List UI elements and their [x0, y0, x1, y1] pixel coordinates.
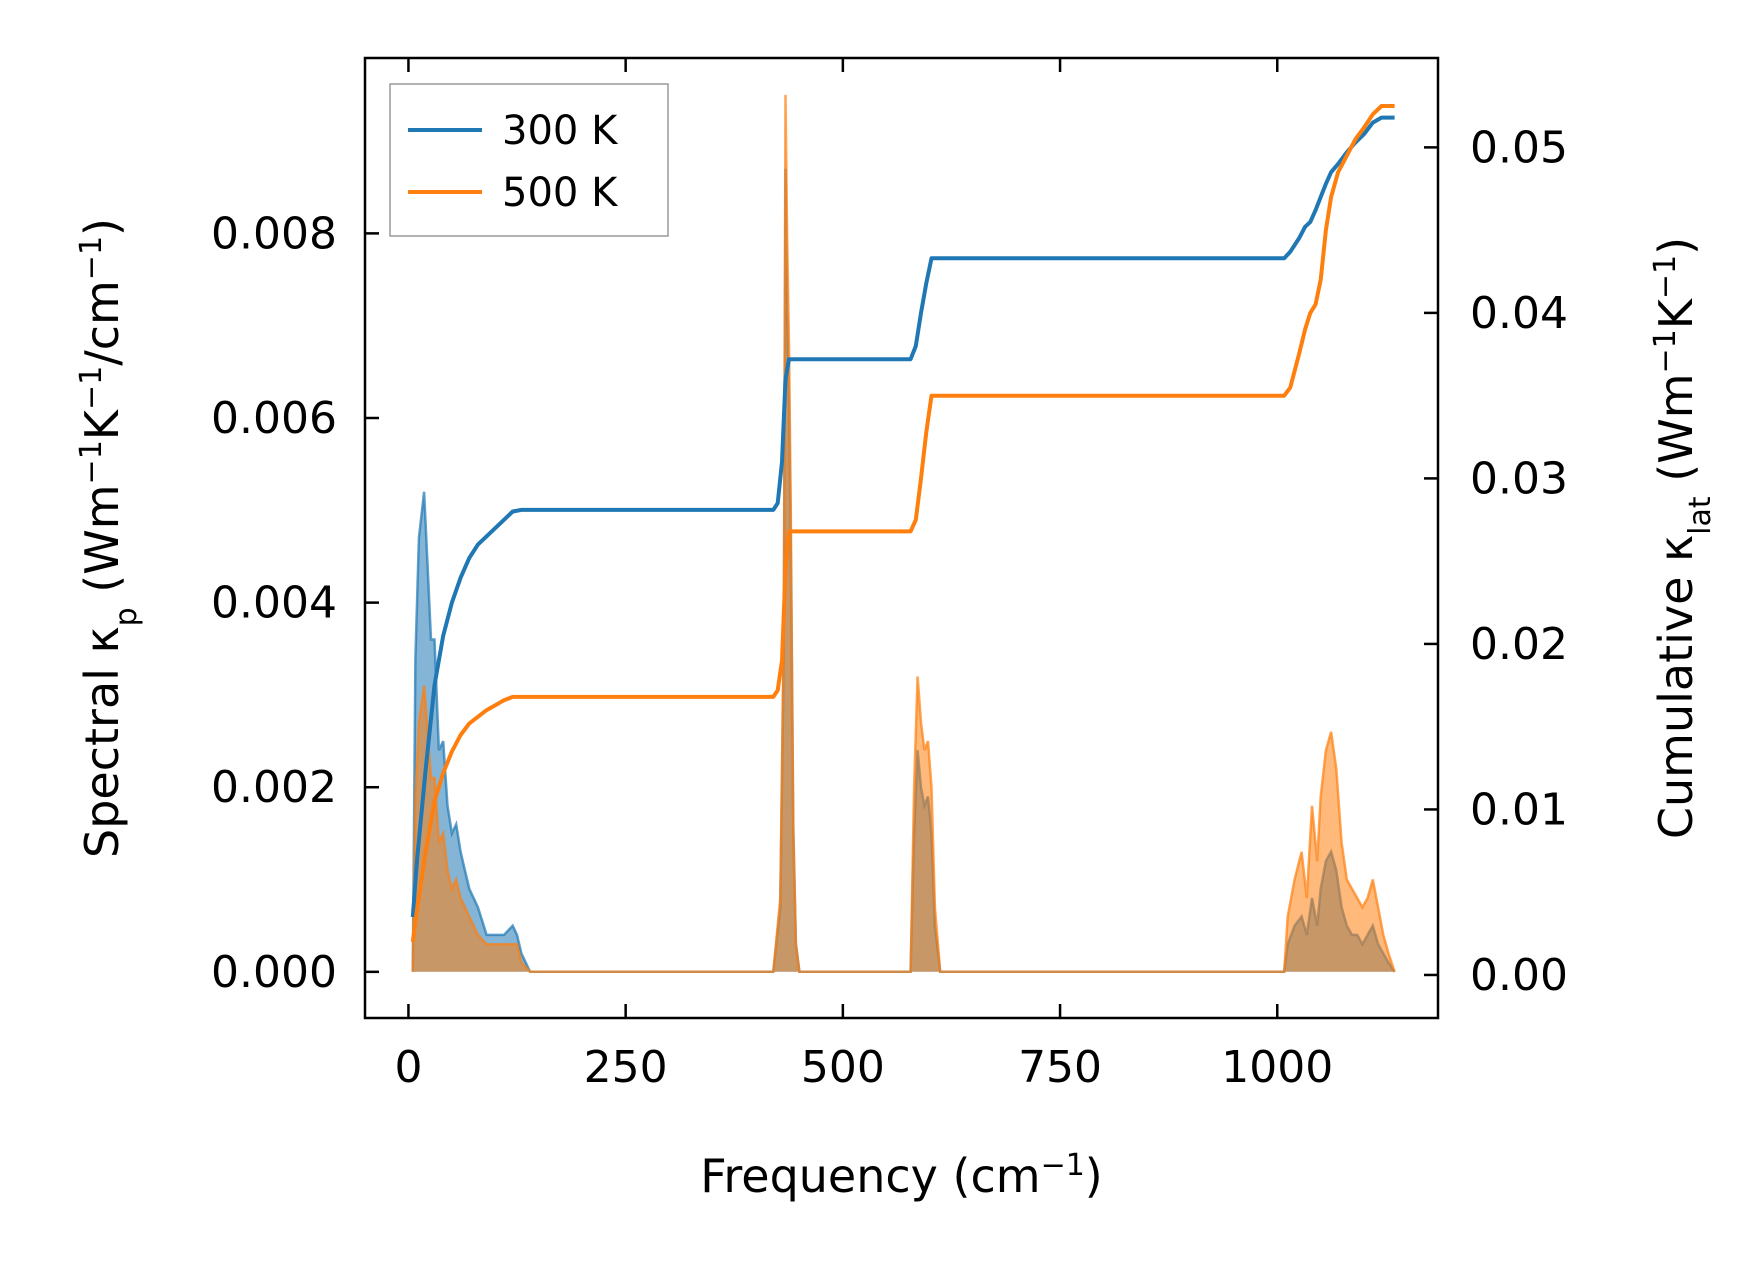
- right-y-tick-label: 0.01: [1470, 784, 1568, 835]
- x-tick-label: 250: [584, 1042, 668, 1093]
- left-y-tick-label: 0.002: [211, 762, 337, 813]
- legend: 300 K 500 K: [389, 83, 669, 237]
- left-y-tick-label: 0.004: [211, 578, 337, 629]
- right-y-tick-label: 0.04: [1470, 288, 1568, 339]
- right-y-tick-label: 0.05: [1470, 122, 1568, 173]
- tick-layer: 0 250 500 750 1000 0.000 0.002 0.004 0.006 0.008 0…: [211, 58, 1568, 1093]
- legend-box: [389, 83, 669, 237]
- x-tick-label: 1000: [1221, 1042, 1333, 1093]
- left-y-tick-label: 0.008: [211, 208, 337, 259]
- cumulative-line-500k: [410, 104, 1395, 943]
- cumulative-line-300k: [410, 115, 1395, 918]
- x-tick-label: 500: [801, 1042, 885, 1093]
- legend-label-500k: 500 K: [502, 170, 619, 216]
- x-tick-label: 0: [394, 1042, 422, 1093]
- spectral-area-300k: [412, 168, 1395, 972]
- spectral-area-500k: [412, 94, 1395, 972]
- spectral-fill-layer: [411, 94, 1396, 974]
- legend-label-300k: 300 K: [502, 108, 619, 154]
- plot-frame: [363, 56, 1440, 1020]
- cumulative-line-layer: [410, 104, 1395, 943]
- right-y-tick-label: 0.00: [1470, 950, 1568, 1001]
- left-y-axis-label: Spectral κp (Wm−1K−1/cm−1): [74, 218, 144, 858]
- spectral-line-300k: [411, 168, 1396, 974]
- x-tick-label: 750: [1018, 1042, 1102, 1093]
- left-y-tick-label: 0.006: [211, 393, 337, 444]
- x-axis-label: Frequency (cm−1): [700, 1148, 1103, 1204]
- right-y-axis-label: Cumulative κlat (Wm−1K−1): [1648, 237, 1718, 839]
- right-y-tick-label: 0.03: [1470, 453, 1568, 504]
- left-y-tick-label: 0.000: [211, 947, 337, 998]
- right-y-tick-label: 0.02: [1470, 619, 1568, 670]
- spectral-line-500k: [411, 94, 1396, 974]
